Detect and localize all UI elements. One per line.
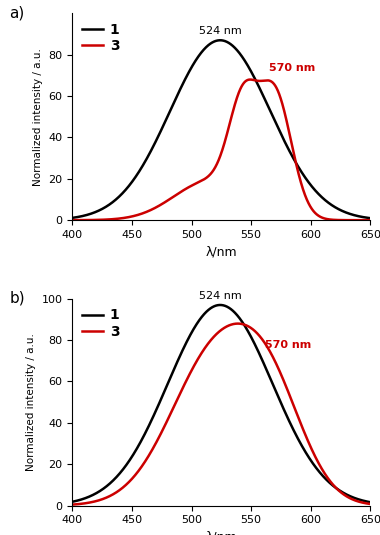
Y-axis label: Normalized intensity / a.u.: Normalized intensity / a.u. [33,48,43,186]
1 [360,213,364,220]
Line: 3: 3 [72,324,370,505]
1 [207,306,212,312]
Line: 1: 1 [72,40,370,218]
3 [70,501,74,508]
3 [85,217,90,223]
Line: 1: 1 [72,305,370,502]
1 [218,37,223,43]
3 [215,330,220,337]
1 [85,494,90,501]
3 [359,499,364,506]
1 [368,499,373,506]
Text: 524 nm: 524 nm [199,291,242,301]
Text: b): b) [10,291,25,305]
1 [215,302,220,309]
Text: a): a) [10,5,25,20]
3 [360,217,364,224]
3 [368,217,373,224]
X-axis label: λ/nm: λ/nm [206,531,237,535]
1 [368,215,373,221]
1 [359,497,364,503]
1 [70,499,74,505]
3 [368,501,373,507]
Legend: 1, 3: 1, 3 [79,305,122,341]
X-axis label: λ/nm: λ/nm [206,246,237,258]
1 [359,213,364,220]
3 [207,339,212,345]
3 [305,436,309,442]
3 [85,500,90,506]
1 [215,37,220,44]
Text: 570 nm: 570 nm [266,340,312,350]
1 [218,302,223,308]
1 [305,452,309,458]
3 [207,172,212,179]
1 [305,177,309,184]
Text: 570 nm: 570 nm [269,63,315,73]
1 [360,497,364,503]
3 [359,217,364,224]
3 [360,499,364,506]
3 [305,197,309,204]
Line: 3: 3 [72,80,370,220]
Y-axis label: Normalized intensity / a.u.: Normalized intensity / a.u. [26,333,36,471]
3 [236,320,240,327]
1 [207,41,212,48]
3 [70,217,74,224]
Legend: 1, 3: 1, 3 [79,20,122,56]
3 [248,77,252,83]
1 [70,215,74,221]
Text: 524 nm: 524 nm [199,26,242,36]
1 [85,211,90,218]
3 [215,160,220,166]
